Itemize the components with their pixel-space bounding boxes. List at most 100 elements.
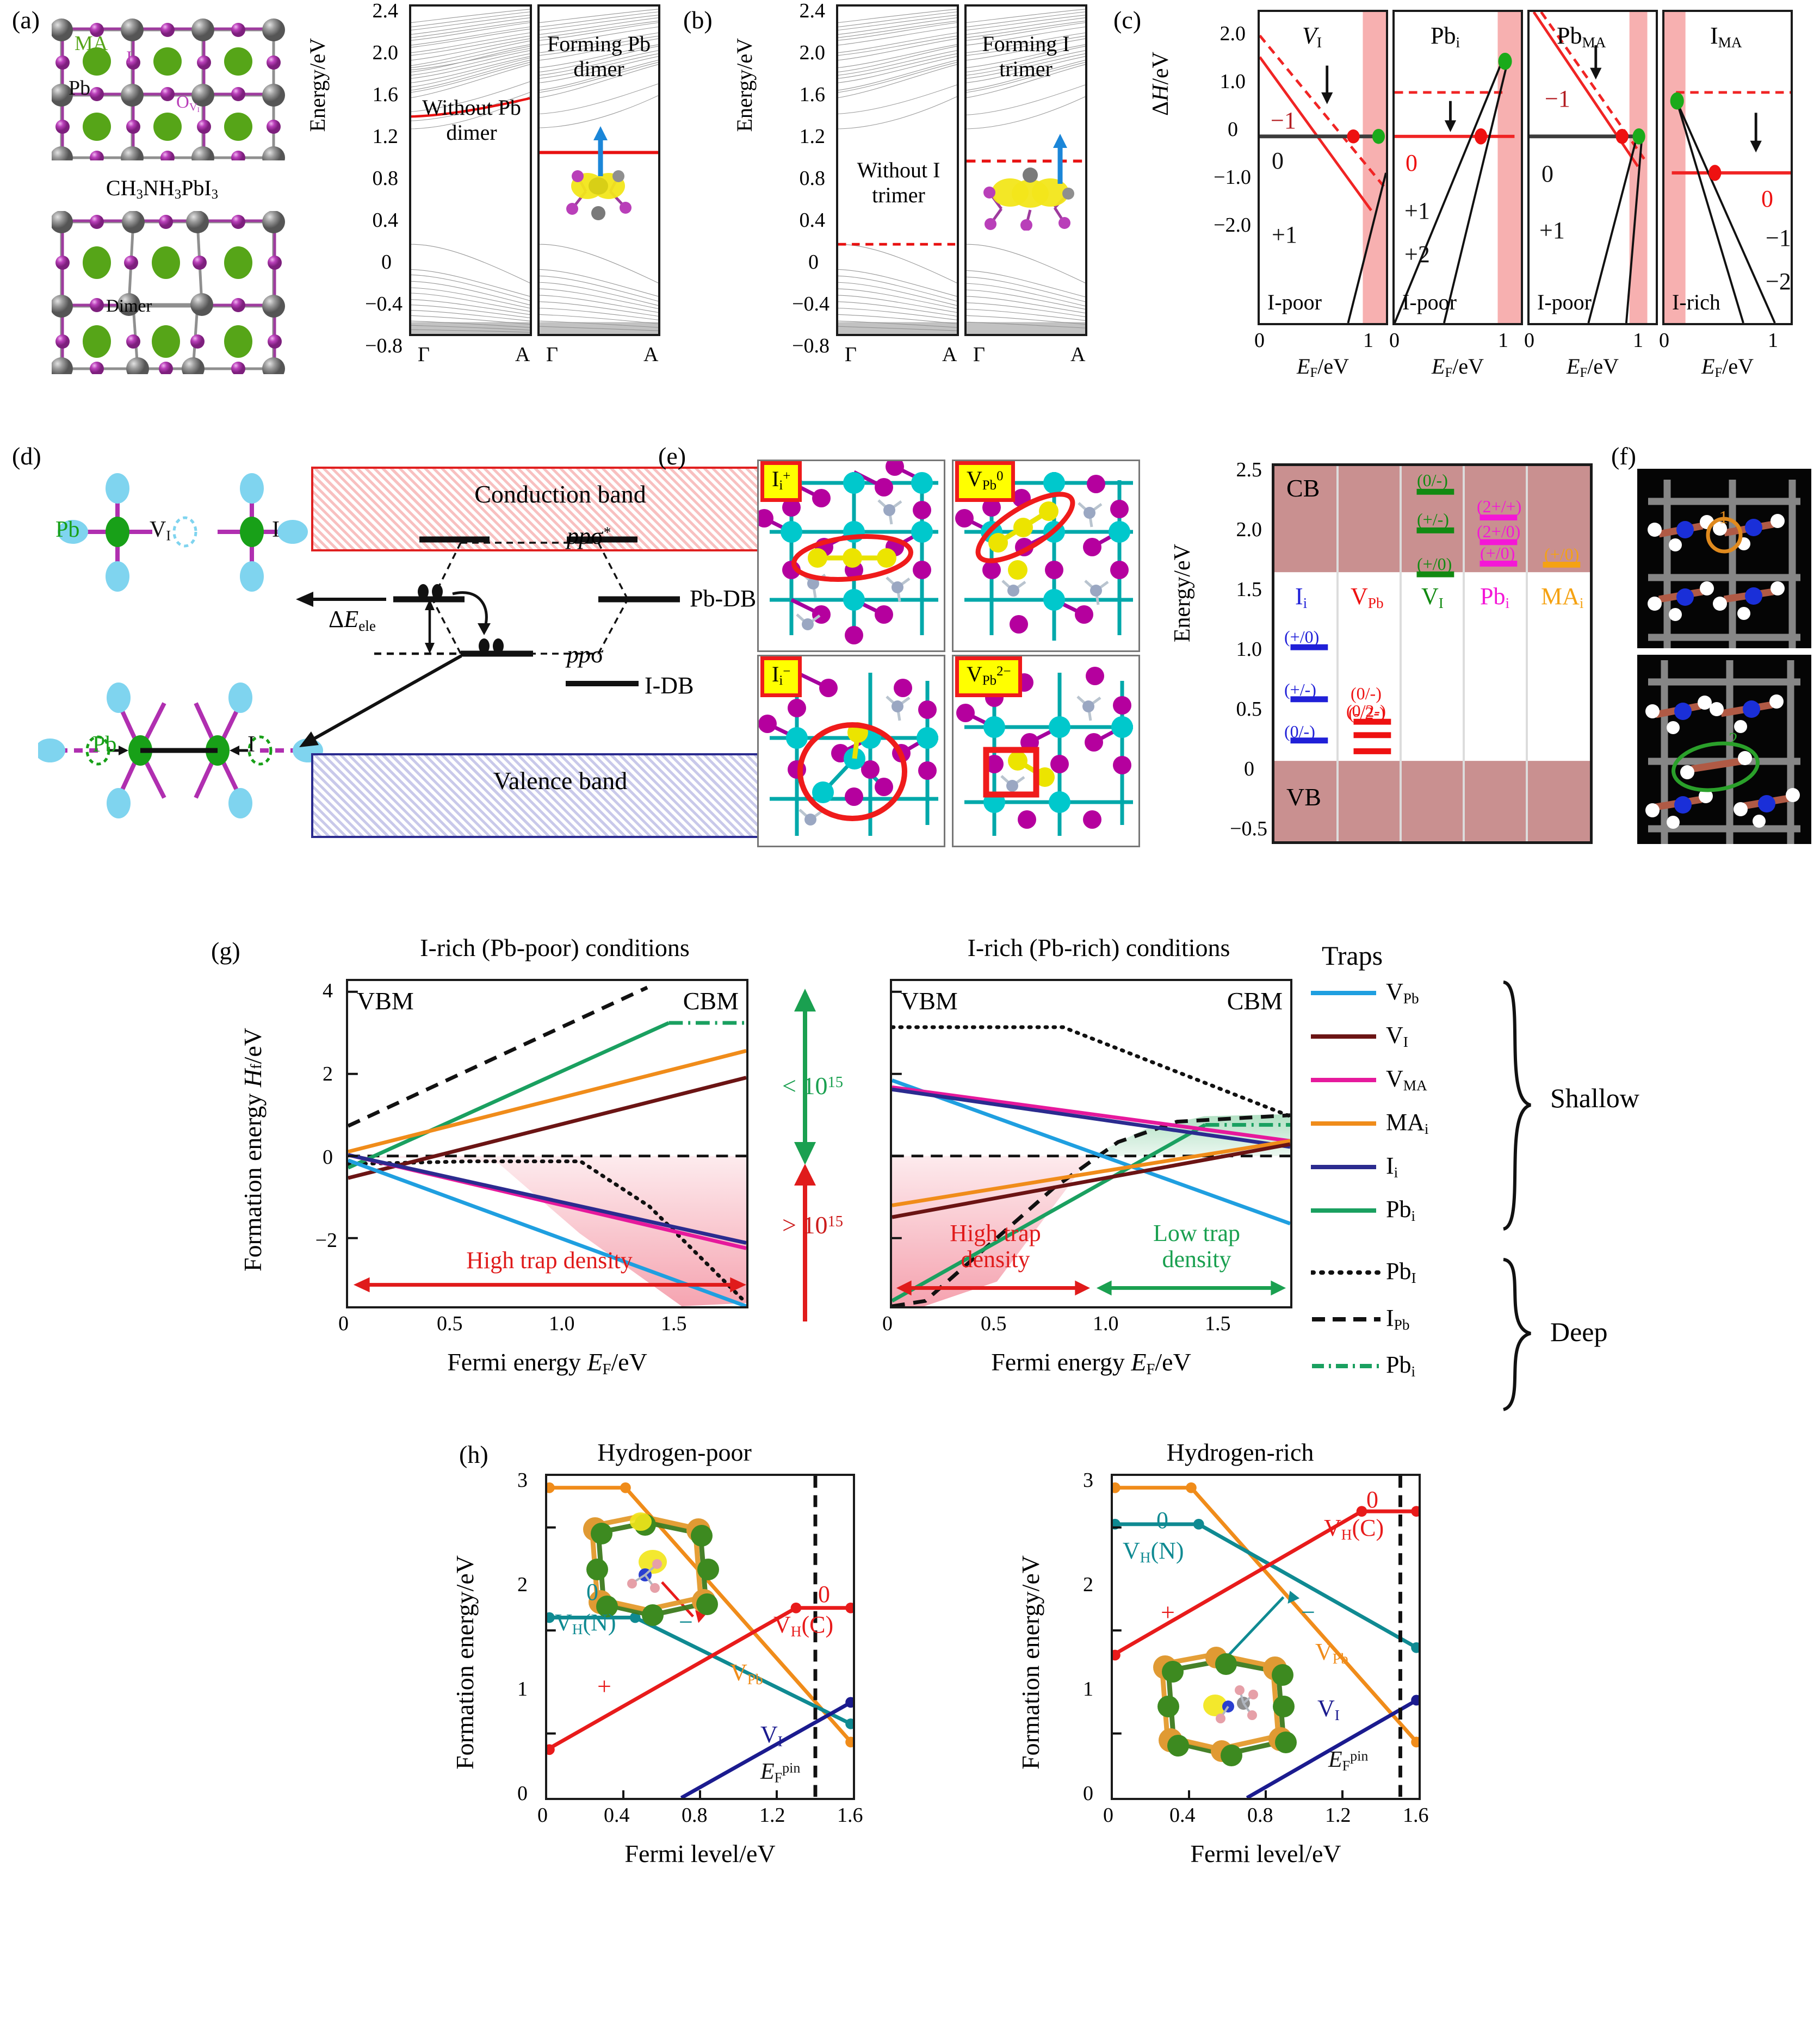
panel-c-subplot-vi: VI −1 0 +1 I-poor [1258, 10, 1388, 325]
panel-h-right-charge-0-red: 0 [1366, 1486, 1378, 1513]
legend-swatch-pb-i-dotted [1311, 1270, 1382, 1275]
panel-a-lattice-top [52, 18, 285, 160]
panel-c-charge-ima-m2: −2 [1766, 268, 1791, 295]
panel-g-plot-left: VBM CBM High trap density [346, 979, 748, 1308]
panel-a-yticklabels: 2.4 2.0 1.6 1.2 0.8 0.4 0 −0.4 −0.8 [365, 0, 403, 357]
panel-g-plot-right: VBM CBM High trap density Low trap density [890, 979, 1292, 1308]
panel-c-subplot-ima: IMA 0 −1 −2 I-rich [1662, 10, 1793, 325]
panel-e-ctl-pbi-2: (2+/0) [1477, 522, 1521, 541]
panel-e-yticklabels: 2.5 2.0 1.5 1.0 0.5 0 −0.5 [1230, 458, 1267, 840]
panel-d-valence-band-box [311, 753, 814, 838]
panel-h-right-inset [1153, 1647, 1297, 1766]
panel-g-left-xticklabels: 0 0.5 1.0 1.5 [338, 1312, 687, 1335]
panel-a-label-pb: Pb [69, 77, 91, 100]
panel-e-ctl-pbi-3: (+/0) [1480, 543, 1515, 563]
panel-e-ylabel: Energy/eV [1170, 544, 1195, 643]
legend-swatch-mai [1311, 1121, 1376, 1126]
panel-d-label-pb-top: Pb [55, 517, 80, 542]
panel-e-ctl-vi-2: (+/-) [1417, 510, 1449, 529]
panel-b-inset-i-trimer [983, 134, 1074, 231]
panel-a-xtick-a-2: A [643, 343, 659, 366]
panel-a-label-dimer: Dimer [106, 296, 152, 316]
panel-g-right-vbm: VBM [901, 987, 958, 1015]
panel-c-charge-pbma-p1: +1 [1539, 217, 1565, 244]
panel-e-ctl-ii-1: (+/0) [1284, 627, 1320, 647]
panel-b-xtick-a-2: A [1070, 343, 1086, 366]
panel-e-ctl-vi-1: (0/-) [1417, 470, 1448, 490]
panel-h-right-charge-plus: + [1161, 1598, 1175, 1626]
panel-f-structure-top: 1 [1637, 469, 1811, 648]
panel-a-label-ma: MA [75, 32, 108, 55]
panel-h-left-ylabel: Formation energy/eV [451, 1555, 479, 1770]
panel-b-band-right [964, 4, 1087, 336]
panel-c-letter: (c) [1113, 6, 1142, 34]
panel-d-label-i-db: I-DB [645, 672, 694, 699]
panel-c-charge-vi-p1: +1 [1272, 221, 1297, 248]
panel-a-ylabel: Energy/eV [305, 38, 330, 132]
legend-label-mai: MAi [1386, 1109, 1429, 1137]
panel-h-right-label-vi: VI [1317, 1695, 1340, 1723]
panel-e-col-label-vi: VI [1421, 583, 1444, 611]
panel-h-right-label-vhc: VH(C) [1324, 1515, 1384, 1543]
panel-e-ctl-chart: CB VB Ii VPb VI Pbi MAi (+/0) (+/-) (0/-… [1272, 463, 1593, 844]
panel-b-band-left [836, 4, 959, 336]
legend-label-i-pb-deep: IPb [1386, 1305, 1410, 1333]
panel-b-xtick-gamma: Γ [845, 343, 857, 366]
panel-g-title-right: I-rich (Pb-rich) conditions [967, 934, 1230, 961]
panel-c-condition-pbma: I-poor [1537, 290, 1592, 314]
panel-h-left-charge-plus: + [597, 1672, 611, 1700]
panel-c-condition-pbi: I-poor [1402, 290, 1457, 314]
panel-a-xtick-a: A [515, 343, 530, 366]
panel-d-i-db-level [566, 681, 639, 686]
panel-h-letter: (h) [459, 1441, 488, 1468]
panel-e-badge-1: Ii+ [760, 461, 802, 502]
panel-h-right-xticklabels: 0 0.4 0.8 1.2 1.6 [1103, 1804, 1429, 1827]
panel-h-left-label-vi: VI [760, 1721, 783, 1749]
panel-g-legend-deep: PbI IPb Pbi [1305, 1258, 1610, 1412]
panel-h-left-label-vpb: VPb [730, 1659, 763, 1687]
legend-swatch-i-pb-dashed [1312, 1317, 1381, 1321]
panel-h-right-ylabel: Formation energy/eV [1017, 1555, 1044, 1770]
panel-b-left-annotation: Without I trimer [857, 158, 940, 208]
panel-h-right-charge-minus: − [1301, 1598, 1315, 1626]
panel-h-left-xlabel: Fermi level/eV [624, 1840, 776, 1867]
panel-d-letter: (d) [12, 442, 41, 470]
panel-h-left-label-vhc: VH(C) [773, 1611, 834, 1640]
panel-c-charge-ima-m1: −1 [1766, 225, 1791, 251]
panel-g-title-left: I-rich (Pb-poor) conditions [420, 934, 690, 961]
panel-g-legend-brace-shallow [1502, 981, 1532, 1231]
panel-d-label-pb-db: Pb-DB [690, 585, 757, 612]
panel-e-ctl-pbi-1: (2+/+) [1477, 497, 1522, 516]
panel-c-charge-pbi-p1: +1 [1404, 197, 1430, 224]
panel-g-annotation-low-density: < 1015 [782, 1072, 843, 1100]
panel-h-right-label-vpb: VPb [1315, 1639, 1348, 1667]
panel-g-right-xlabel: Fermi energy EF/eV [991, 1348, 1191, 1379]
panel-b-right-annotation: Forming I trimer [982, 32, 1070, 82]
panel-e-ctl-vi-3: (+/0) [1417, 554, 1452, 574]
panel-a-formula: CH3NH3PbI3 [106, 176, 219, 202]
panel-e-ctl-mai-1: (+/0) [1544, 544, 1580, 564]
panel-e-col-label-vpb: VPb [1351, 583, 1384, 611]
legend-label-pb-i-deep: PbI [1386, 1258, 1416, 1286]
panel-b-yticklabels: 2.4 2.0 1.6 1.2 0.8 0.4 0 −0.4 −0.8 [792, 0, 829, 357]
panel-g-left-vbm: VBM [357, 987, 414, 1015]
panel-h-left-label-efpin: EFpin [760, 1759, 801, 1786]
panel-d-label-i-top: I [272, 517, 280, 542]
panel-a-right-annotation: Forming Pb dimer [547, 32, 651, 82]
panel-h-plot-left: 0 VH(N) + − 0 VH(C) VPb VI EFpin [545, 1474, 855, 1800]
panel-e-ctl-ii-2: (+/-) [1284, 680, 1316, 699]
panel-b-xtick-gamma-2: Γ [973, 343, 985, 366]
legend-label-vi: VI [1386, 1022, 1408, 1050]
panel-b-letter: (b) [683, 6, 713, 34]
panel-g-left-cbm: CBM [683, 987, 739, 1015]
panel-f-structure-bottom: 2 [1637, 655, 1811, 844]
panel-g-legend-deep-label: Deep [1550, 1317, 1608, 1347]
panel-c-ylabel: ΔH/eV [1148, 52, 1173, 116]
panel-c-xlabel-3: EF/eV [1567, 354, 1619, 381]
panel-c-charge-pbma-m1: −1 [1545, 85, 1570, 112]
panel-d-mo-diagram [296, 536, 680, 747]
panel-g-right-high-trap-label: High trap density [950, 1220, 1041, 1273]
panel-a-inset-pb-dimer [566, 126, 632, 220]
panel-g-legend-title: Traps [1322, 940, 1383, 971]
